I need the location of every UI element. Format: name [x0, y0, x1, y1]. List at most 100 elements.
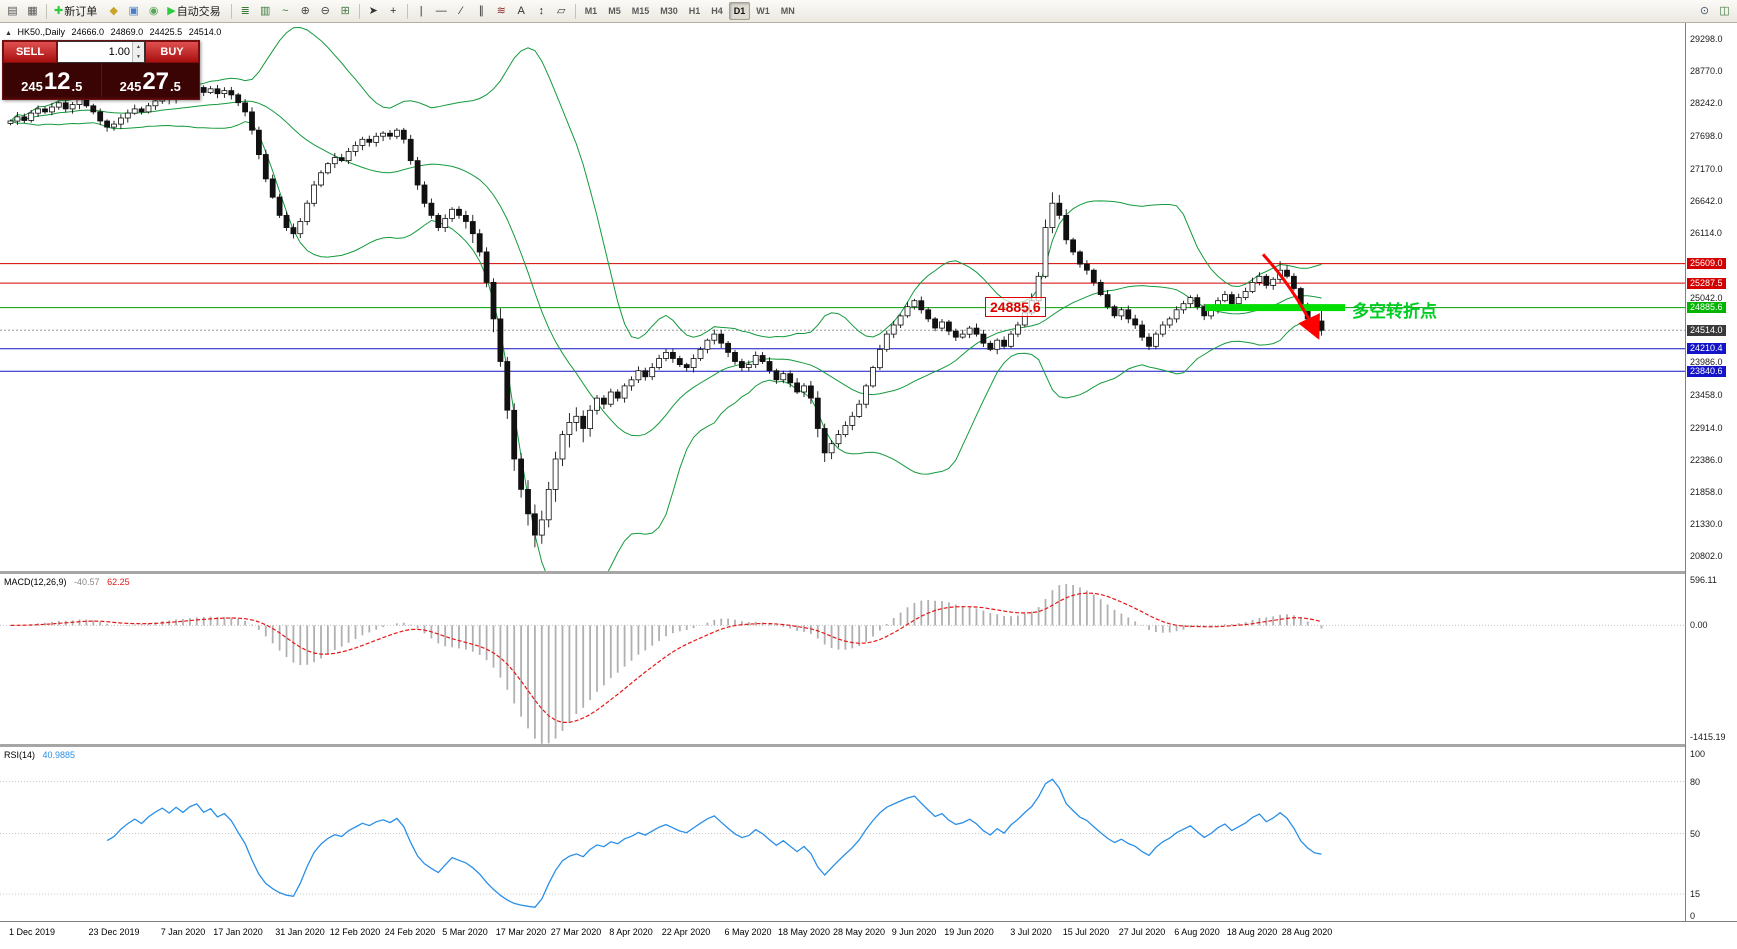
date-label: 28 Aug 2020 — [1281, 927, 1333, 937]
zoom-out-icon[interactable]: ⊖ — [320, 4, 330, 17]
volume-field: ▲ ▼ — [57, 41, 145, 63]
date-label: 19 Jun 2020 — [944, 927, 994, 937]
macd-axis-tick: -1415.19 — [1690, 732, 1726, 742]
timeframe-m30[interactable]: M30 — [660, 6, 678, 16]
ohlc-close: 24514.0 — [188, 27, 222, 37]
equidistant-channel-icon[interactable]: ∥ — [478, 4, 484, 17]
panel-splitter[interactable] — [0, 744, 1737, 747]
price-tick: 26114.0 — [1690, 228, 1722, 238]
metaeditor-icon[interactable]: ◆ — [109, 4, 118, 17]
chart-symbol-label: HK50.,Daily — [17, 27, 65, 37]
autotrading-button[interactable]: ▶ 自动交易 — [164, 2, 226, 21]
horizontal-line-icon[interactable]: — — [435, 4, 447, 17]
bollinger-bands — [10, 26, 1322, 571]
toolbar-separator — [230, 3, 232, 19]
macd-label: MACD(12,26,9) -40.57 62.25 — [4, 577, 130, 587]
vertical-line-icon[interactable]: | — [419, 4, 423, 17]
timeframe-m15[interactable]: M15 — [631, 6, 650, 16]
price-tick: 26642.0 — [1690, 196, 1723, 206]
chart-shift-icon[interactable]: ◫ — [1719, 4, 1730, 17]
price-badge: 25287.5 — [1687, 278, 1726, 289]
buy-price[interactable]: 245 27.5 — [100, 63, 200, 97]
price-tick: 29298.0 — [1690, 34, 1723, 44]
date-label: 27 Jul 2020 — [1118, 927, 1166, 937]
price-annotation-box[interactable]: 24885.6 — [985, 297, 1046, 317]
volume-up-icon[interactable]: ▲ — [133, 42, 144, 52]
date-label: 24 Feb 2020 — [384, 927, 436, 937]
timeframe-d1[interactable]: D1 — [728, 2, 751, 20]
navigator-icon[interactable]: ◉ — [148, 4, 159, 17]
date-label: 23 Dec 2019 — [88, 927, 140, 937]
date-label: 22 Apr 2020 — [661, 927, 711, 937]
buy-button[interactable]: BUY — [145, 41, 199, 63]
price-axis: 29298.0 28770.0 28242.0 27698.0 27170.0 26642… — [1685, 23, 1737, 948]
sell-button[interactable]: SELL — [3, 41, 57, 63]
date-label: 3 Jul 2020 — [1010, 927, 1052, 937]
main-price-chart[interactable] — [0, 23, 1685, 571]
new-order-button[interactable]: ✚ 新订单 — [51, 2, 103, 21]
collapse-chart-icon[interactable]: ▲ — [5, 30, 12, 37]
arrows-icon[interactable]: ↕ — [538, 4, 544, 17]
trendline-icon[interactable]: ∕ — [460, 4, 463, 17]
rsi-indicator-panel[interactable] — [0, 747, 1685, 920]
text-icon[interactable]: A — [517, 4, 525, 17]
trend-arrow[interactable] — [1261, 253, 1320, 340]
buy-price-suffix: .5 — [170, 79, 181, 94]
sell-price-prefix: 245 — [21, 79, 43, 94]
new-order-label: 新订单 — [64, 6, 98, 18]
price-tick: 23458.0 — [1690, 390, 1723, 400]
timeframe-mn[interactable]: MN — [780, 6, 795, 16]
sell-price[interactable]: 245 12.5 — [3, 63, 101, 97]
crosshair-icon[interactable]: + — [389, 4, 397, 17]
market-watch-icon[interactable]: ▣ — [128, 4, 139, 17]
sell-price-suffix: .5 — [71, 79, 83, 94]
turning-point-label[interactable]: 多空转折点 — [1352, 302, 1437, 321]
quick-search-icon[interactable]: ⊙ — [1699, 4, 1710, 17]
line-chart-icon[interactable]: ~ — [281, 4, 289, 17]
cursor-icon[interactable]: ➤ — [368, 4, 378, 17]
macd-indicator-panel[interactable] — [0, 574, 1685, 744]
bars-chart-icon[interactable]: ≣ — [240, 4, 250, 17]
buy-price-prefix: 245 — [119, 79, 142, 94]
date-label: 9 Jun 2020 — [891, 927, 937, 937]
price-tick: 21330.0 — [1690, 519, 1723, 529]
volume-input[interactable] — [58, 42, 132, 62]
panel-splitter[interactable] — [0, 571, 1737, 574]
chart-profiles-icon[interactable]: ▦ — [27, 4, 38, 17]
timeframe-m5[interactable]: M5 — [608, 6, 621, 16]
fibonacci-icon[interactable]: ≋ — [496, 4, 506, 17]
autotrading-label: 自动交易 — [176, 6, 221, 18]
rsi-axis-tick: 50 — [1690, 829, 1701, 839]
macd-histogram — [9, 584, 1323, 744]
price-tick: 22386.0 — [1690, 455, 1723, 465]
timeframe-h4[interactable]: H4 — [711, 6, 723, 16]
timeframe-w1[interactable]: W1 — [756, 6, 770, 16]
volume-down-icon[interactable]: ▼ — [133, 52, 144, 62]
time-axis: 1 Dec 2019 23 Dec 2019 7 Jan 2020 17 Jan 20… — [0, 921, 1737, 949]
new-order-icon: ✚ — [54, 4, 64, 17]
rsi-axis-tick: 80 — [1690, 777, 1701, 787]
macd-axis-tick: 596.11 — [1690, 575, 1717, 585]
new-chart-icon[interactable]: ▤ — [7, 4, 18, 17]
ohlc-high: 24869.0 — [110, 27, 144, 37]
turning-point-highlight-line[interactable] — [1205, 304, 1345, 312]
rsi-line — [106, 778, 1322, 908]
price-badge: 24210.4 — [1687, 343, 1726, 354]
tile-windows-icon[interactable]: ⊞ — [340, 4, 350, 17]
zoom-in-icon[interactable]: ⊕ — [300, 4, 310, 17]
date-label: 12 Feb 2020 — [329, 927, 381, 937]
date-label: 28 May 2020 — [832, 927, 886, 937]
date-label: 7 Jan 2020 — [160, 927, 206, 937]
shapes-icon[interactable]: ▱ — [556, 4, 566, 17]
toolbar: ▤ ▦ ✚ 新订单 ◆ ▣ ◉ ▶ 自动交易 ≣ ▥ ~ ⊕ ⊖ ⊞ ➤ + | — ∕ ∥ ≋ A ↕ ▱ M1 M5 M15 M30… — [0, 0, 1737, 23]
volume-spinner: ▲ ▼ — [132, 42, 144, 62]
candles-chart-icon[interactable]: ▥ — [259, 4, 271, 17]
date-label: 1 Dec 2019 — [8, 927, 56, 937]
rsi-name: RSI(14) — [4, 750, 36, 760]
timeframe-h1[interactable]: H1 — [688, 6, 701, 16]
horizontal-lines — [0, 263, 1685, 372]
timeframe-m1[interactable]: M1 — [584, 6, 598, 16]
price-badge: 23840.6 — [1687, 366, 1726, 377]
price-tick: 22914.0 — [1690, 423, 1723, 433]
